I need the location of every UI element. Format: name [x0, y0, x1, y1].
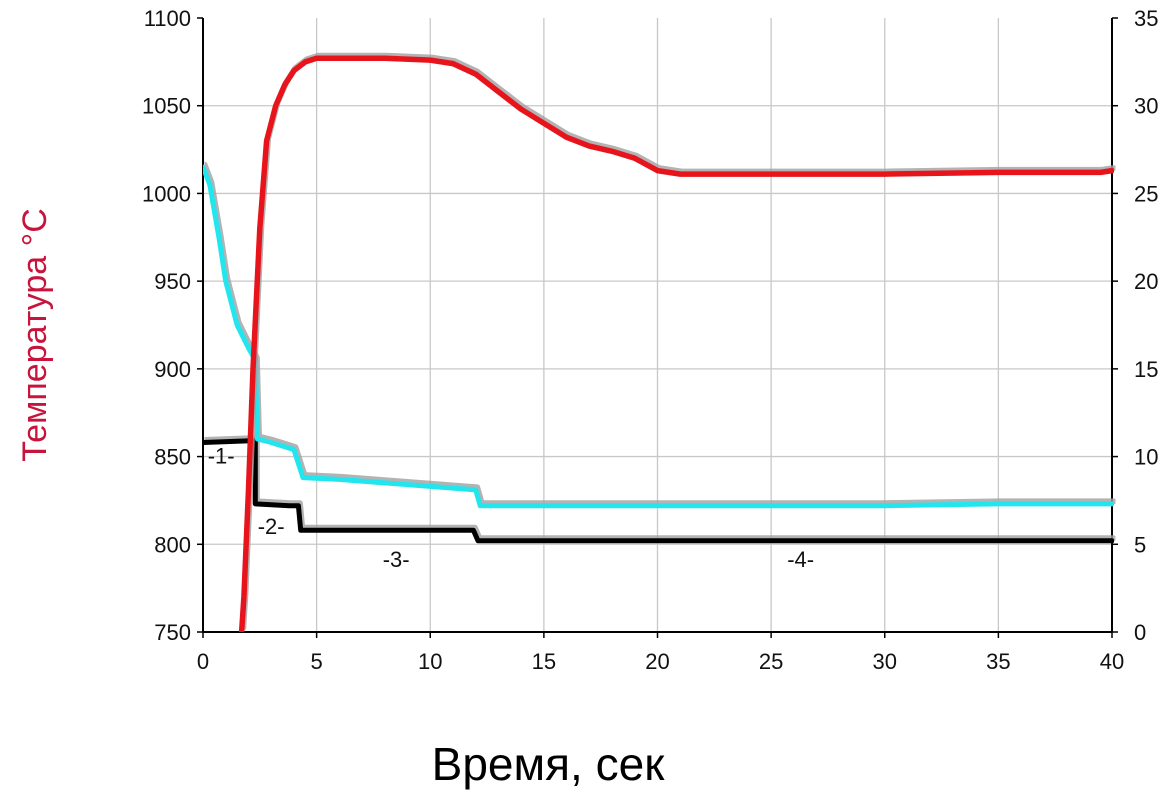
y-tick-label: 750	[154, 620, 191, 645]
x-tick-label: 30	[873, 649, 897, 674]
tick-labels: 7508008509009501000105011000510152025303…	[142, 6, 1158, 674]
y2-tick-label: 20	[1134, 269, 1158, 294]
x-tick-label: 5	[311, 649, 323, 674]
plot-frame	[197, 17, 1118, 638]
y2-tick-label: 25	[1134, 181, 1158, 206]
x-tick-label: 35	[986, 649, 1010, 674]
series-cyan-shadow	[204, 161, 1116, 507]
x-tick-label: 25	[759, 649, 783, 674]
y2-tick-label: 0	[1134, 620, 1146, 645]
y-tick-label: 1100	[144, 6, 191, 31]
y2-tick-label: 30	[1134, 94, 1158, 119]
annotations: -1- -2- -3- -4-	[208, 444, 814, 573]
x-tick-label: 10	[418, 649, 442, 674]
grid-layer	[203, 18, 1112, 632]
curve-annotation: -3-	[383, 547, 410, 572]
y-tick-label: 800	[154, 532, 191, 557]
curve-annotation: -2-	[258, 514, 285, 539]
series-line-red	[238, 55, 1114, 632]
series-black-shadow	[204, 435, 1116, 542]
y2-tick-label: 10	[1134, 445, 1158, 470]
y-tick-label: 1000	[142, 181, 191, 206]
y2-tick-label: 15	[1134, 357, 1158, 382]
series-line-black	[203, 438, 1114, 544]
y2-tick-label: 5	[1134, 532, 1146, 557]
curve-annotation: -4-	[787, 547, 814, 572]
y2-tick-label: 35	[1134, 6, 1158, 31]
y-tick-label: 850	[154, 445, 191, 470]
y-tick-label: 900	[154, 357, 191, 382]
curve-annotation: -1-	[208, 444, 235, 469]
x-tick-label: 40	[1100, 649, 1124, 674]
series-layer	[203, 52, 1116, 632]
y-tick-label: 950	[154, 269, 191, 294]
x-tick-label: 0	[197, 649, 209, 674]
x-tick-label: 20	[645, 649, 669, 674]
y-tick-label: 1050	[142, 94, 191, 119]
series-line-cyan	[203, 164, 1114, 509]
y-axis-label: Температура °С	[16, 208, 54, 462]
x-axis-label: Время, сек	[432, 738, 666, 790]
series-red-shadow	[240, 52, 1116, 630]
x-tick-label: 15	[532, 649, 556, 674]
